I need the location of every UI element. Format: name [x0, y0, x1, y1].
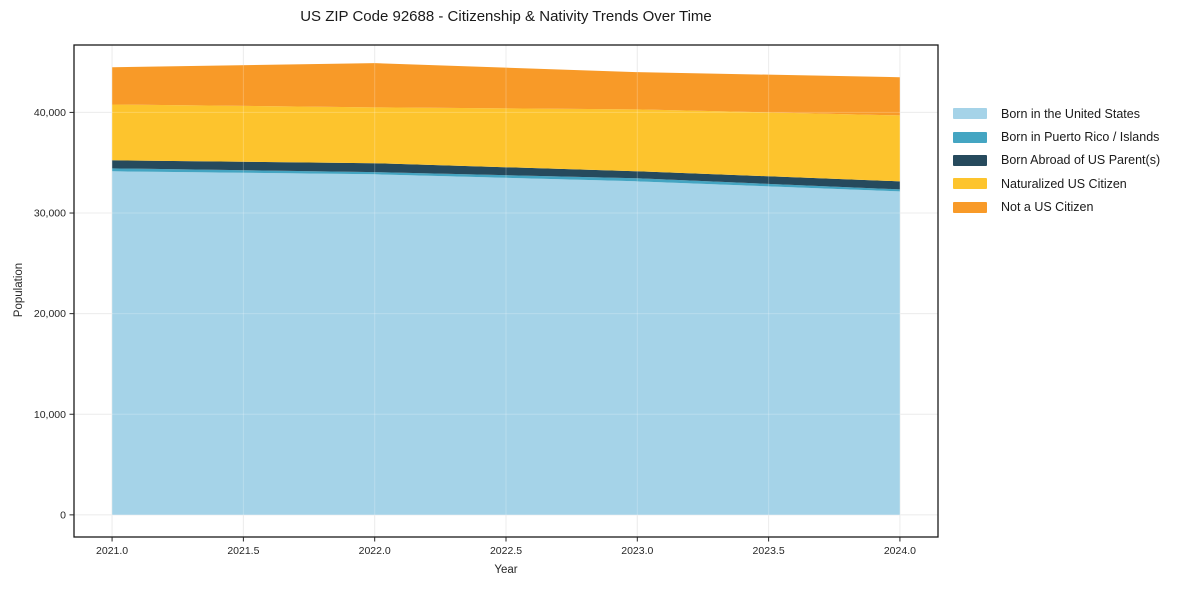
area-series-4	[112, 63, 900, 116]
legend-swatch-icon	[953, 201, 987, 213]
legend-swatch-icon	[953, 178, 987, 190]
legend-swatch-icon	[953, 154, 987, 166]
legend-label: Born in the United States	[1001, 106, 1140, 121]
legend-swatch-icon	[953, 131, 987, 143]
y-tick-label: 10,000	[34, 409, 66, 421]
legend-item: Born in Puerto Rico / Islands	[953, 125, 1160, 148]
y-tick-label: 20,000	[34, 308, 66, 320]
x-axis-label: Year	[494, 564, 518, 576]
area-series-2	[112, 160, 900, 190]
legend: Born in the United States Born in Puerto …	[953, 102, 1160, 219]
x-tick-label: 2021.5	[227, 545, 259, 557]
legend-item: Not a US Citizen	[953, 196, 1160, 219]
x-tick-label: 2022.5	[490, 545, 522, 557]
x-tick-label: 2021.0	[96, 545, 128, 557]
area-series-3	[112, 104, 900, 182]
area-series-1	[112, 168, 900, 192]
legend-label: Born Abroad of US Parent(s)	[1001, 153, 1161, 168]
legend-item: Born in the United States	[953, 102, 1160, 125]
x-tick-label: 2024.0	[884, 545, 916, 557]
y-tick-label: 30,000	[34, 208, 66, 220]
x-tick-label: 2022.0	[359, 545, 391, 557]
chart-title: US ZIP Code 92688 - Citizenship & Nativi…	[300, 8, 712, 25]
area-series-0	[112, 171, 900, 515]
legend-label: Born in Puerto Rico / Islands	[1001, 130, 1160, 145]
y-axis-label: Population	[13, 262, 25, 318]
x-tick-label: 2023.0	[621, 545, 653, 557]
legend-label: Naturalized US Citizen	[1001, 176, 1127, 191]
x-tick-label: 2023.5	[753, 545, 785, 557]
y-tick-label: 40,000	[34, 107, 66, 119]
legend-swatch-icon	[953, 108, 987, 120]
legend-label: Not a US Citizen	[1001, 200, 1094, 215]
y-tick-label: 0	[60, 509, 66, 521]
legend-item: Born Abroad of US Parent(s)	[953, 149, 1160, 172]
legend-item: Naturalized US Citizen	[953, 172, 1160, 195]
